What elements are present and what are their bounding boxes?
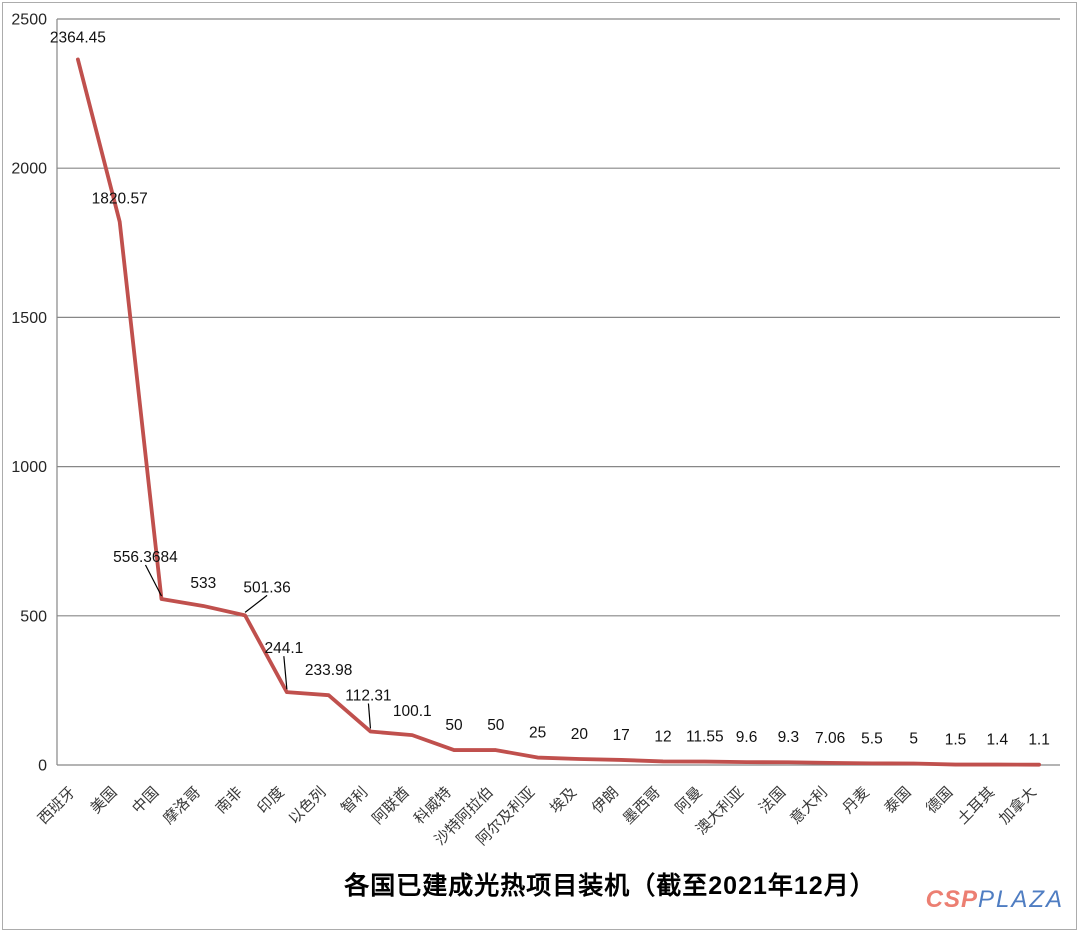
data-label: 556.3684 [113,549,178,566]
x-axis-category-label: 德国 [922,783,956,817]
x-axis-category-label: 丹麦 [840,784,873,817]
y-axis-tick-label: 500 [20,608,47,625]
chart-title: 各国已建成光热项目装机（截至2021年12月） [344,872,876,900]
x-axis-category-label: 埃及 [547,784,580,817]
data-label: 25 [529,725,546,742]
data-label: 501.36 [243,579,290,596]
data-label: 5.5 [861,730,883,747]
x-axis-category-label: 摩洛哥 [160,783,205,828]
x-axis-category-label: 法国 [756,784,789,817]
data-label: 17 [613,727,630,744]
data-label: 20 [571,726,589,743]
x-axis-category-label: 加拿大 [995,783,1040,828]
series-line [75,57,1042,767]
data-label-leader-line [244,594,268,613]
data-label-leader-line [283,656,288,690]
data-label: 1820.57 [92,191,148,208]
x-axis-category-label: 以色列 [286,784,330,828]
cspplaza-logo: CSPPLAZA [926,888,1064,912]
data-label-leader-line [144,564,163,597]
x-axis-category-label: 土耳其 [954,784,998,828]
data-label: 7.06 [815,730,845,747]
data-label-leader-line [367,703,372,729]
data-label: 50 [487,717,505,734]
data-label: 9.3 [778,729,800,746]
logo-plaza-text: PLAZA [977,886,1064,913]
x-axis-category-label: 印度 [254,784,287,817]
data-label: 100.1 [393,703,432,720]
data-label: 2364.45 [50,29,106,46]
y-axis-tick-label: 2500 [11,12,47,29]
x-axis-category-label: 墨西哥 [620,784,664,828]
data-label: 5 [909,731,918,748]
x-axis-category-label: 西班牙 [35,784,79,828]
x-axis-category-label: 南非 [213,784,246,817]
x-axis-category-label: 阿联酋 [368,783,413,828]
x-axis-category-label: 泰国 [881,784,914,817]
data-label: 12 [654,728,671,745]
x-axis-category-label: 阿曼 [672,784,705,817]
data-label: 533 [190,575,216,592]
data-label: 112.31 [345,687,391,704]
data-label: 233.98 [305,662,352,679]
data-label: 1.5 [945,732,967,749]
x-axis-category-label: 智利 [337,783,371,817]
data-label: 1.4 [987,732,1009,749]
y-axis-tick-label: 1500 [11,310,47,327]
x-axis-category-label: 伊朗 [589,784,622,817]
y-axis-tick-label: 2000 [11,161,47,178]
data-label: 1.1 [1028,732,1050,749]
data-label: 50 [445,717,463,734]
y-axis-tick-label: 0 [38,758,47,775]
logo-csp-text: CSP [925,886,978,913]
x-axis-category-label: 美国 [87,784,120,817]
y-axis-tick-label: 1000 [11,459,47,476]
x-axis-category-label: 意大利 [786,783,831,828]
data-label: 9.6 [736,729,758,746]
data-label: 11.55 [686,729,724,746]
data-label: 244.1 [264,640,303,657]
x-axis-category-label: 中国 [129,784,162,817]
